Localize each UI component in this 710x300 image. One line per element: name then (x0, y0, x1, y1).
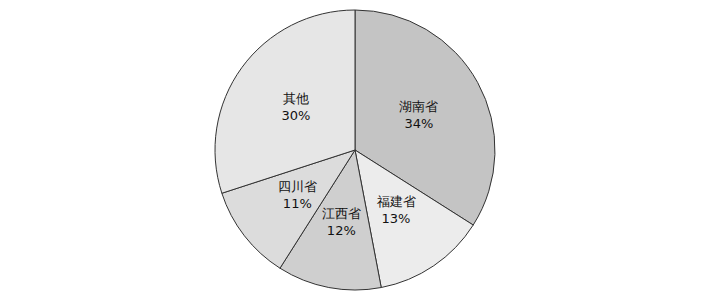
svg-text:11%: 11% (283, 196, 312, 211)
svg-text:四川省: 四川省 (278, 179, 317, 194)
svg-text:福建省: 福建省 (377, 194, 416, 209)
svg-text:江西省: 江西省 (322, 206, 361, 221)
svg-text:30%: 30% (281, 108, 310, 123)
svg-text:13%: 13% (382, 211, 411, 226)
svg-text:湖南省: 湖南省 (399, 99, 438, 114)
svg-text:34%: 34% (405, 116, 434, 131)
svg-text:12%: 12% (327, 223, 356, 238)
svg-text:其他: 其他 (283, 91, 309, 106)
